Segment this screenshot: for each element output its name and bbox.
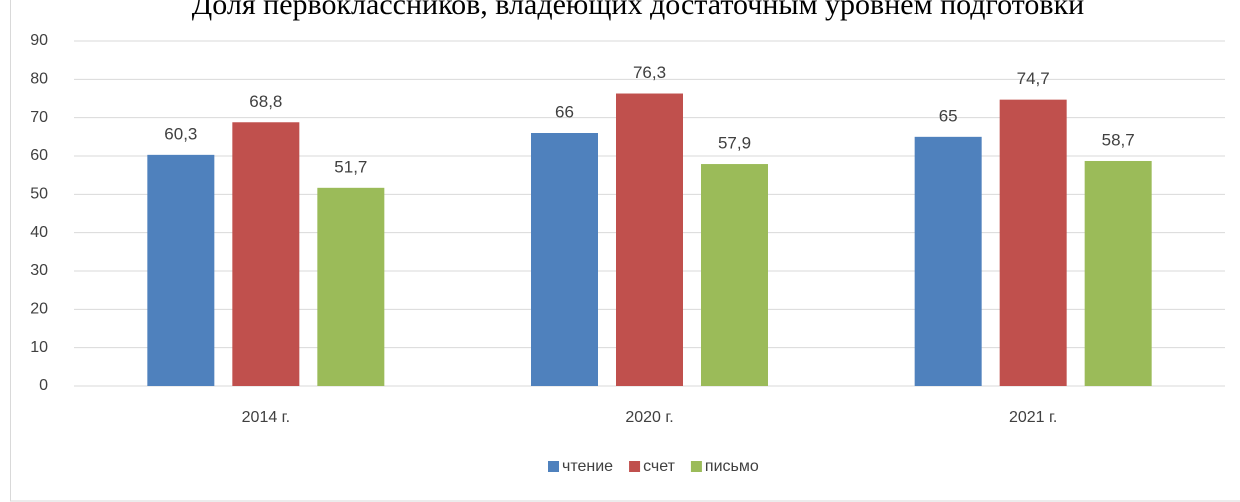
data-label: 51,7 (334, 157, 367, 176)
legend-swatch (548, 461, 559, 472)
legend-swatch (629, 461, 641, 472)
bar (317, 187, 385, 386)
data-label: 68,8 (249, 92, 282, 111)
y-tick-label: 50 (30, 186, 48, 203)
bar (531, 133, 598, 386)
bar (616, 93, 683, 387)
legend-label: письмо (705, 458, 759, 475)
y-tick-label: 10 (30, 339, 48, 356)
data-label: 74,7 (1017, 69, 1050, 88)
data-label: 57,9 (718, 134, 751, 153)
y-tick-label: 30 (30, 262, 48, 279)
bar (147, 154, 215, 386)
legend-label: чтение (562, 458, 613, 475)
x-tick-label: 2020 г. (625, 409, 673, 426)
y-tick-label: 0 (39, 377, 48, 394)
bar (232, 122, 300, 387)
y-tick-label: 70 (30, 109, 48, 126)
x-tick-label: 2021 г. (1009, 409, 1057, 426)
y-tick-label: 20 (30, 301, 48, 318)
x-tick-label: 2014 г. (242, 409, 290, 426)
y-tick-label: 90 (30, 32, 48, 49)
chart-frame (10, 0, 1240, 502)
data-label: 66 (555, 102, 574, 121)
y-tick-label: 80 (30, 71, 48, 88)
y-tick-label: 40 (30, 224, 48, 241)
legend-label: счет (643, 458, 676, 475)
bar (1084, 160, 1152, 386)
data-label: 76,3 (633, 63, 666, 82)
bar (701, 164, 768, 386)
data-label: 65 (939, 106, 958, 125)
bar (999, 99, 1067, 387)
y-tick-label: 60 (30, 147, 48, 164)
legend-swatch (690, 461, 702, 472)
bar (914, 136, 982, 386)
data-label: 60,3 (164, 124, 197, 143)
chart-title: Доля первоклассников, владеющих достаточ… (192, 0, 1084, 21)
data-label: 58,7 (1102, 130, 1135, 149)
